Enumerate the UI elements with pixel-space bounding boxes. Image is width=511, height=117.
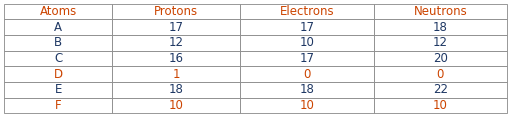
Bar <box>112 51 240 66</box>
Bar <box>4 66 112 82</box>
Bar <box>240 35 374 51</box>
Bar <box>374 35 507 51</box>
Text: 1: 1 <box>173 68 180 81</box>
Text: 18: 18 <box>433 21 448 34</box>
Bar <box>4 35 112 51</box>
Text: E: E <box>55 83 62 96</box>
Text: B: B <box>54 36 62 49</box>
Text: 17: 17 <box>299 52 315 65</box>
Bar <box>240 66 374 82</box>
Bar <box>112 4 240 19</box>
Text: 16: 16 <box>169 52 184 65</box>
Bar <box>240 82 374 98</box>
Text: Neutrons: Neutrons <box>413 5 467 18</box>
Text: 20: 20 <box>433 52 448 65</box>
Text: C: C <box>54 52 62 65</box>
Text: 17: 17 <box>169 21 184 34</box>
Text: 22: 22 <box>433 83 448 96</box>
Text: 17: 17 <box>299 21 315 34</box>
Text: 18: 18 <box>299 83 314 96</box>
Bar <box>240 98 374 113</box>
Bar <box>240 19 374 35</box>
Bar <box>4 51 112 66</box>
Bar <box>112 82 240 98</box>
Bar <box>240 4 374 19</box>
Text: 10: 10 <box>169 99 184 112</box>
Text: 10: 10 <box>299 36 314 49</box>
Text: 12: 12 <box>433 36 448 49</box>
Text: A: A <box>54 21 62 34</box>
Text: D: D <box>54 68 63 81</box>
Text: 0: 0 <box>304 68 311 81</box>
Bar <box>4 4 112 19</box>
Bar <box>374 82 507 98</box>
Bar <box>374 51 507 66</box>
Text: Protons: Protons <box>154 5 198 18</box>
Bar <box>374 19 507 35</box>
Text: F: F <box>55 99 61 112</box>
Text: Electrons: Electrons <box>280 5 334 18</box>
Bar <box>374 98 507 113</box>
Text: 10: 10 <box>433 99 448 112</box>
Bar <box>112 19 240 35</box>
Text: Atoms: Atoms <box>39 5 77 18</box>
Bar <box>4 19 112 35</box>
Bar <box>240 51 374 66</box>
Bar <box>112 66 240 82</box>
Bar <box>374 66 507 82</box>
Text: 18: 18 <box>169 83 184 96</box>
Bar <box>374 4 507 19</box>
Bar <box>4 98 112 113</box>
Bar <box>112 98 240 113</box>
Text: 0: 0 <box>436 68 444 81</box>
Text: 10: 10 <box>299 99 314 112</box>
Bar <box>4 82 112 98</box>
Bar <box>112 35 240 51</box>
Text: 12: 12 <box>169 36 184 49</box>
